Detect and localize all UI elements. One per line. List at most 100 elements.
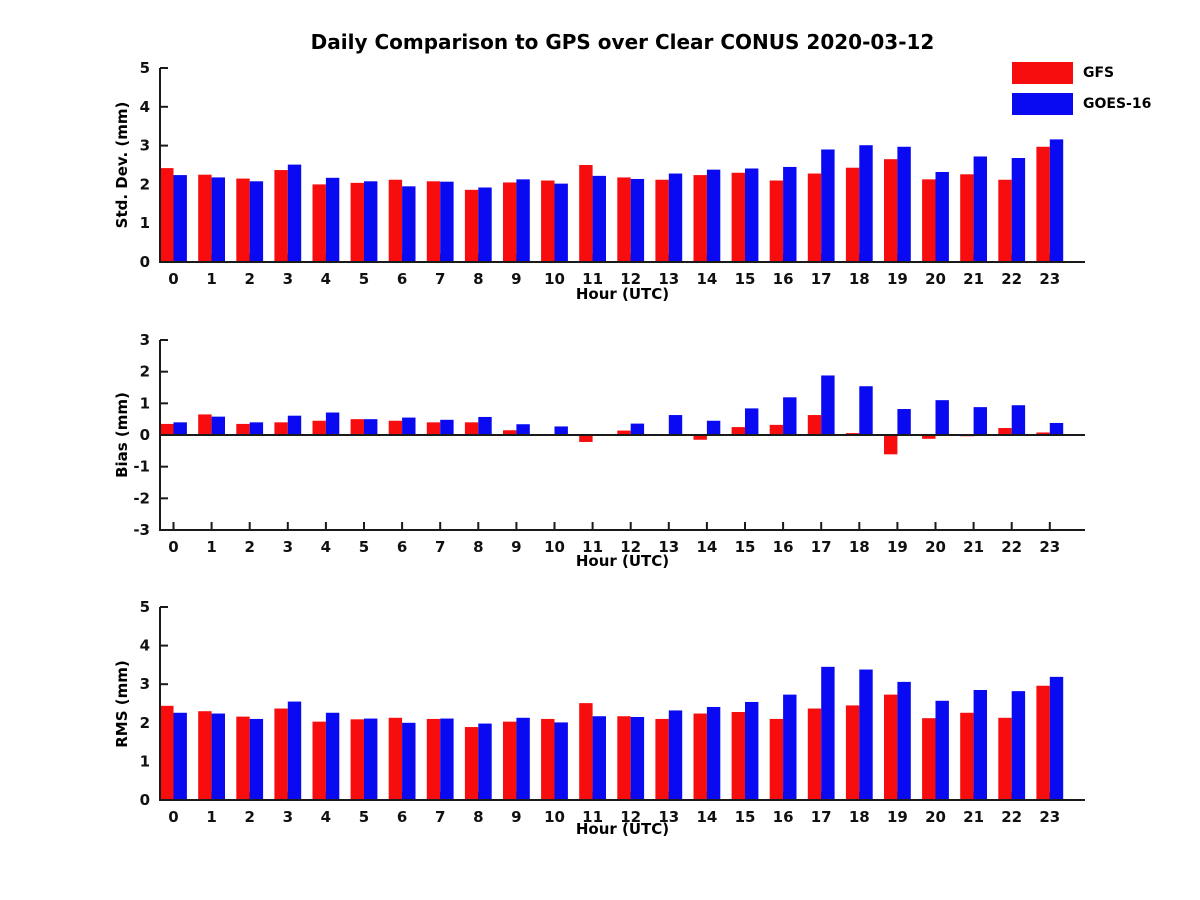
bias-y-axis-label: Bias (mm) bbox=[113, 392, 131, 478]
bar-gfs-h14 bbox=[693, 175, 707, 262]
bar-gfs-h8 bbox=[464, 189, 479, 262]
x-tick-label: 16 bbox=[773, 538, 794, 556]
bar-goes-16-h13 bbox=[668, 710, 683, 800]
bar-goes-16-h20 bbox=[935, 400, 949, 435]
x-tick-label: 4 bbox=[321, 538, 331, 556]
x-tick-label: 6 bbox=[397, 808, 407, 826]
bar-gfs-h4 bbox=[312, 184, 326, 262]
gfs-color-swatch bbox=[1012, 62, 1073, 84]
bar-gfs-h20 bbox=[922, 435, 936, 439]
x-tick-label: 20 bbox=[925, 270, 946, 288]
x-tick-label: 5 bbox=[359, 538, 369, 556]
bar-goes-16-h20 bbox=[935, 171, 949, 262]
bar-gfs-h16 bbox=[769, 180, 784, 262]
x-tick-label: 13 bbox=[658, 808, 679, 826]
bar-gfs-h0 bbox=[160, 423, 174, 435]
bar-goes-16-h19 bbox=[897, 681, 911, 800]
bar-goes-16-h8 bbox=[478, 723, 492, 800]
x-tick-label: 2 bbox=[244, 808, 254, 826]
bar-gfs-h19 bbox=[884, 694, 898, 800]
bar-goes-16-h22 bbox=[1011, 691, 1026, 800]
bar-goes-16-h0 bbox=[173, 422, 187, 435]
bar-gfs-h17 bbox=[807, 173, 822, 262]
x-tick-label: 17 bbox=[811, 538, 832, 556]
bar-goes-16-h4 bbox=[325, 712, 340, 800]
x-tick-label: 1 bbox=[206, 270, 216, 288]
x-tick-label: 4 bbox=[321, 270, 331, 288]
bar-goes-16-h21 bbox=[973, 156, 987, 262]
stddev-x-axis-label: Hour (UTC) bbox=[575, 285, 670, 303]
bar-goes-16-h9 bbox=[516, 179, 530, 262]
x-tick-label: 10 bbox=[544, 808, 565, 826]
bar-gfs-h20 bbox=[922, 179, 936, 262]
x-tick-label: 0 bbox=[168, 538, 178, 556]
bar-goes-16-h14 bbox=[706, 420, 721, 435]
bar-gfs-h0 bbox=[160, 168, 174, 262]
bar-goes-16-h16 bbox=[783, 694, 797, 800]
bar-gfs-h17 bbox=[807, 415, 822, 435]
x-tick-label: 7 bbox=[435, 538, 445, 556]
x-tick-label: 10 bbox=[544, 270, 565, 288]
bar-gfs-h3 bbox=[274, 708, 288, 800]
bar-goes-16-h19 bbox=[897, 409, 911, 435]
bar-gfs-h5 bbox=[350, 719, 364, 800]
x-tick-label: 5 bbox=[359, 808, 369, 826]
x-tick-label: 18 bbox=[849, 538, 870, 556]
x-tick-label: 3 bbox=[283, 538, 293, 556]
bar-gfs-h20 bbox=[922, 718, 936, 800]
bar-gfs-h0 bbox=[160, 705, 174, 800]
x-tick-label: 0 bbox=[168, 270, 178, 288]
bar-gfs-h1 bbox=[198, 414, 212, 435]
x-tick-label: 18 bbox=[849, 808, 870, 826]
bar-gfs-h18 bbox=[845, 705, 860, 800]
bar-goes-16-h20 bbox=[935, 700, 949, 800]
x-tick-label: 18 bbox=[849, 270, 870, 288]
y-tick-label: 3 bbox=[140, 675, 150, 693]
bar-gfs-h9 bbox=[503, 721, 517, 800]
bar-goes-16-h13 bbox=[668, 173, 683, 262]
bar-goes-16-h10 bbox=[554, 183, 568, 262]
bar-gfs-h3 bbox=[274, 422, 288, 435]
x-tick-label: 14 bbox=[696, 808, 717, 826]
rms-bar-chart: 0 1 2 3 4 5 0 1 2 3 4 5 6 7 8 9 10 11 12 13 14 15 16 17 18 19 20 21… bbox=[0, 595, 1200, 845]
bias-x-axis-label: Hour (UTC) bbox=[575, 552, 670, 570]
x-tick-label: 7 bbox=[435, 270, 445, 288]
bar-goes-16-h22 bbox=[1011, 158, 1026, 262]
bar-goes-16-h3 bbox=[287, 415, 302, 435]
y-tick-label: 3 bbox=[140, 137, 150, 155]
bar-goes-16-h16 bbox=[783, 397, 797, 435]
bar-goes-16-h15 bbox=[745, 408, 759, 435]
bar-gfs-h11 bbox=[579, 165, 593, 262]
y-tick-label: -2 bbox=[133, 489, 150, 507]
bar-gfs-h9 bbox=[503, 182, 517, 262]
bar-gfs-h15 bbox=[731, 711, 745, 800]
bar-goes-16-h2 bbox=[249, 181, 264, 262]
bar-gfs-h8 bbox=[464, 422, 479, 435]
x-tick-label: 17 bbox=[811, 270, 832, 288]
bar-goes-16-h4 bbox=[325, 412, 340, 435]
bar-goes-16-h7 bbox=[440, 419, 454, 435]
bar-gfs-h22 bbox=[998, 428, 1012, 435]
x-tick-label: 23 bbox=[1039, 538, 1060, 556]
y-tick-label: 1 bbox=[140, 394, 150, 412]
bar-gfs-h4 bbox=[312, 420, 326, 435]
x-tick-label: 19 bbox=[887, 808, 908, 826]
x-tick-label: 11 bbox=[582, 808, 603, 826]
bar-gfs-h2 bbox=[236, 716, 250, 800]
y-tick-label: 4 bbox=[140, 98, 150, 116]
bar-goes-16-h6 bbox=[402, 417, 416, 435]
bar-goes-16-h7 bbox=[440, 181, 454, 262]
x-tick-label: 1 bbox=[206, 808, 216, 826]
bar-gfs-h5 bbox=[350, 182, 364, 262]
bar-goes-16-h2 bbox=[249, 718, 264, 800]
x-tick-label: 6 bbox=[397, 270, 407, 288]
x-tick-label: 19 bbox=[887, 538, 908, 556]
x-tick-label: 14 bbox=[696, 270, 717, 288]
bar-gfs-h13 bbox=[655, 718, 669, 800]
bar-goes-16-h12 bbox=[630, 717, 645, 800]
x-tick-label: 2 bbox=[244, 270, 254, 288]
bias-bar-chart: -3 -2 -1 0 1 2 3 0 1 2 3 4 5 6 7 8 9 10 11 12 13 14 15 16 17 18 19… bbox=[0, 330, 1200, 580]
x-tick-label: 13 bbox=[658, 538, 679, 556]
